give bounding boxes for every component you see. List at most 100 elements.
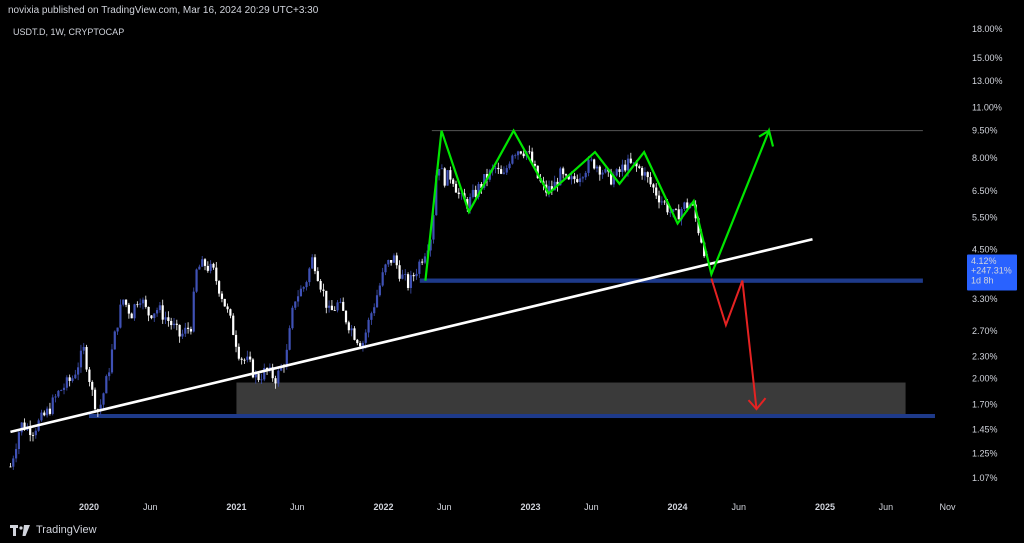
candle: [102, 392, 105, 410]
x-tick-label: 2025: [815, 502, 835, 512]
candle-body: [71, 378, 74, 381]
candle-body: [327, 305, 331, 308]
candle-body: [666, 202, 669, 213]
candle-body: [319, 280, 322, 290]
candle-body: [514, 155, 517, 157]
candle: [336, 300, 339, 313]
candle-body: [172, 323, 176, 326]
candle-body: [127, 304, 130, 314]
candle: [423, 253, 427, 265]
candle: [74, 369, 77, 380]
x-tick-label: 2024: [668, 502, 688, 512]
candle-body: [116, 327, 119, 332]
candle-body: [288, 328, 291, 350]
candle-body: [629, 158, 632, 163]
candle-body: [339, 301, 342, 303]
candle-body: [457, 192, 460, 195]
candle: [437, 168, 441, 181]
candle: [618, 166, 621, 178]
candle-body: [519, 151, 522, 154]
candle: [471, 184, 475, 199]
candle: [508, 161, 511, 170]
candle-body: [590, 159, 593, 161]
candle-body: [347, 322, 350, 331]
candle: [347, 320, 350, 334]
candle-body: [40, 412, 43, 421]
x-axis[interactable]: 2020 Jun 2021 Jun 2022 Jun 2023 Jun 2024 Jun 2025 J…: [79, 502, 956, 512]
candle: [223, 298, 226, 307]
candle: [9, 463, 12, 468]
price-badge-value: 4.12%: [971, 256, 997, 266]
candle-body: [181, 333, 184, 337]
candle: [339, 298, 342, 304]
candle: [502, 166, 506, 175]
candle: [240, 357, 243, 365]
candle: [590, 157, 593, 162]
candle: [356, 338, 359, 346]
candle: [153, 313, 156, 322]
candle-body: [533, 163, 537, 166]
candle: [601, 169, 604, 179]
candle-body: [130, 313, 133, 319]
candle-body: [325, 290, 328, 308]
green-arrowhead: [758, 129, 770, 138]
x-tick-label: 2022: [373, 502, 393, 512]
candle: [263, 363, 266, 382]
candle: [409, 270, 412, 294]
candle: [674, 208, 678, 211]
candle: [522, 149, 525, 159]
candle: [54, 393, 57, 403]
symbol-label[interactable]: USDT.D, 1W, CRYPTOCAP: [13, 27, 125, 37]
candle-body: [60, 390, 63, 391]
candle: [189, 326, 193, 335]
candle: [443, 167, 446, 188]
candle: [598, 165, 601, 181]
candle: [593, 158, 596, 170]
candle-body: [387, 260, 390, 265]
candle: [29, 420, 32, 442]
candle: [105, 374, 108, 394]
candle-body: [547, 186, 551, 193]
candle: [564, 173, 568, 177]
y-tick-label: 8.00%: [972, 153, 998, 163]
candle-body: [333, 310, 336, 311]
price-badge-change: +247.31%: [971, 266, 1012, 276]
candle-body: [449, 170, 452, 180]
candle: [657, 190, 661, 209]
candle-body: [474, 189, 477, 197]
y-tick-label: 1.45%: [972, 425, 998, 435]
y-axis[interactable]: 18.00% 15.00% 13.00% 11.00% 9.50% 8.00% 6.50% 5…: [972, 24, 1003, 483]
candle-body: [635, 162, 638, 167]
candle-body: [364, 332, 367, 343]
candle: [234, 330, 238, 353]
brand-footer[interactable]: TradingView: [10, 524, 97, 536]
candle-body: [243, 359, 246, 361]
candle-body: [153, 313, 156, 319]
candle-body: [395, 255, 398, 266]
candle: [595, 164, 599, 173]
candle-body: [34, 430, 37, 436]
candle-body: [311, 257, 314, 269]
candle: [260, 373, 263, 385]
candle-body: [508, 163, 511, 169]
candle-body: [187, 327, 190, 329]
candle-body: [322, 289, 325, 291]
candle: [587, 156, 590, 177]
candle: [415, 268, 418, 280]
candle-body: [189, 328, 193, 332]
candle-body: [9, 466, 12, 468]
candle: [141, 297, 145, 310]
candle: [319, 279, 322, 293]
candle-body: [483, 174, 486, 188]
candle: [178, 324, 181, 343]
candle: [367, 317, 370, 338]
candle-body: [302, 287, 305, 289]
candle-body: [375, 295, 379, 308]
candle-body: [443, 168, 446, 186]
y-tick-label: 11.00%: [972, 102, 1002, 112]
candle-body: [584, 172, 587, 178]
price-badge-countdown: 1d 8h: [971, 276, 994, 286]
candle-body: [564, 174, 568, 176]
